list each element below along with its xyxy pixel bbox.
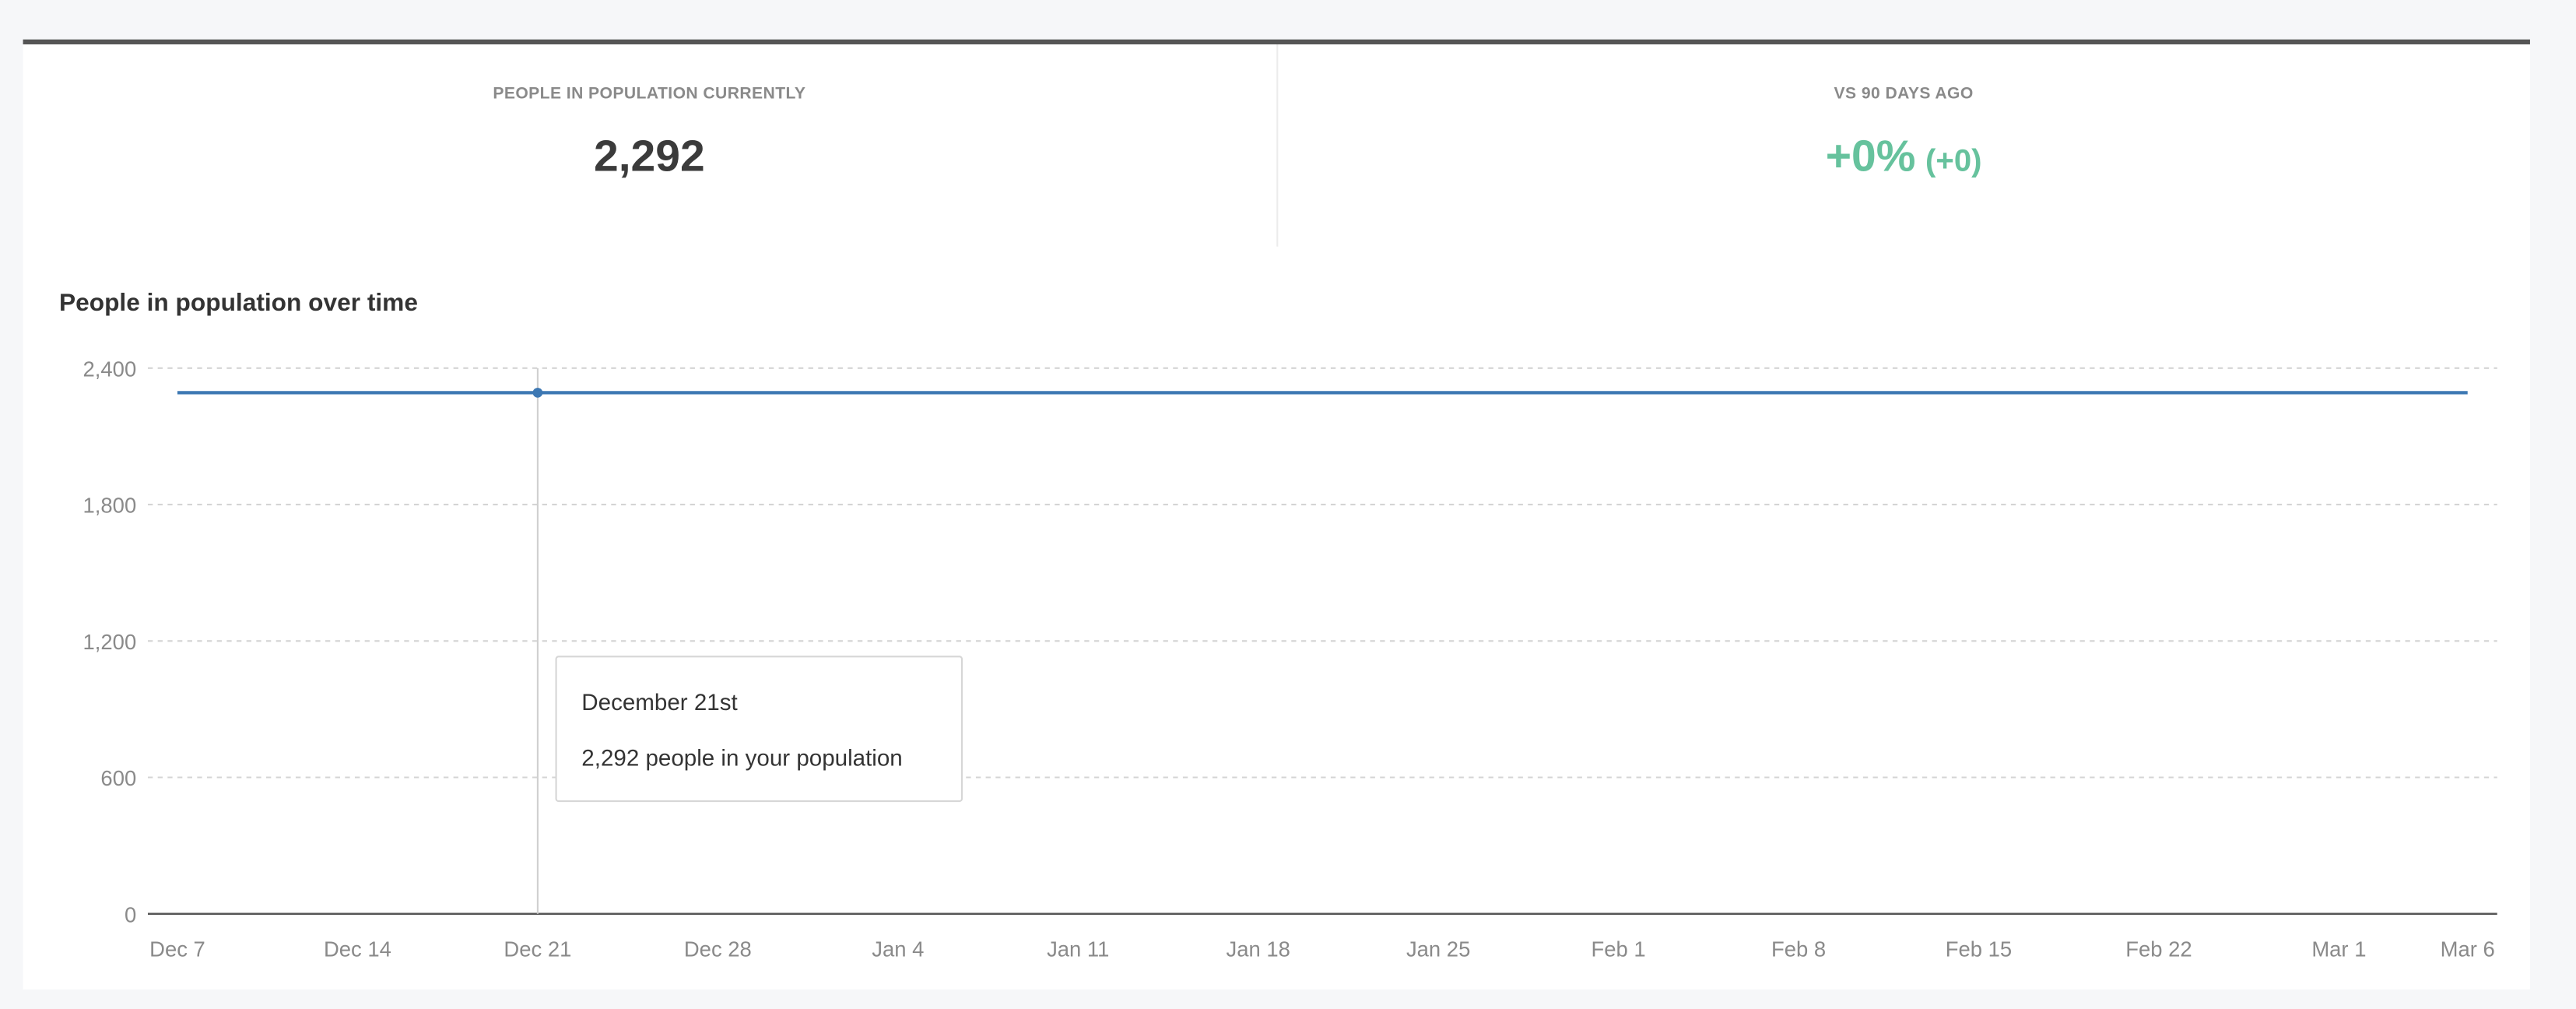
- tooltip-value: 2,292 people in your population: [581, 744, 903, 772]
- y-tick-label: 1,800: [83, 494, 137, 518]
- current-population-label: PEOPLE IN POPULATION CURRENTLY: [493, 85, 806, 104]
- y-tick-label: 0: [125, 902, 136, 926]
- line-chart[interactable]: 0 600 1,200 1,800 2,400 Dec 7 Dec 14 Dec 21 Dec …: [23, 247, 2530, 990]
- x-tick-label: Feb 22: [2125, 937, 2192, 962]
- x-tick-label: Jan 18: [1226, 937, 1290, 962]
- tooltip-date: December 21st: [581, 688, 738, 715]
- y-tick-label: 600: [100, 766, 136, 790]
- x-tick-label: Dec 7: [149, 937, 205, 962]
- highlight-point: [532, 388, 543, 398]
- stats-row: PEOPLE IN POPULATION CURRENTLY 2,292 VS …: [23, 39, 2530, 248]
- x-tick-label: Jan 11: [1047, 937, 1109, 962]
- change-absolute: (+0): [1925, 144, 1982, 180]
- x-tick-label: Feb 1: [1592, 937, 1646, 962]
- chart-card: People in population over time 0 600 1,200…: [23, 246, 2530, 990]
- x-tick-label: Dec 21: [504, 937, 571, 962]
- change-label: VS 90 DAYS AGO: [1834, 85, 1974, 104]
- x-tick-label: Jan 25: [1406, 937, 1470, 962]
- x-tick-label: Dec 28: [684, 937, 752, 962]
- change-percent: +0%: [1825, 131, 1916, 181]
- chart-tooltip: December 21st 2,292 people in your popul…: [555, 656, 963, 803]
- y-tick-label: 1,200: [83, 630, 137, 654]
- x-tick-label: Feb 15: [1946, 937, 2012, 962]
- current-population-value: 2,292: [594, 131, 705, 181]
- x-tick-label: Mar 6: [2441, 937, 2495, 962]
- x-tick-label: Jan 4: [872, 937, 924, 962]
- y-tick-label: 2,400: [83, 357, 137, 381]
- x-tick-label: Dec 14: [324, 937, 391, 962]
- chart-title: People in population over time: [58, 289, 418, 318]
- change-card: VS 90 DAYS AGO +0% (+0): [1276, 44, 2530, 248]
- x-tick-label: Mar 1: [2311, 937, 2366, 962]
- change-value: +0% (+0): [1277, 132, 2530, 182]
- current-population-card: PEOPLE IN POPULATION CURRENTLY 2,292: [23, 44, 1276, 248]
- x-tick-label: Feb 8: [1771, 937, 1826, 962]
